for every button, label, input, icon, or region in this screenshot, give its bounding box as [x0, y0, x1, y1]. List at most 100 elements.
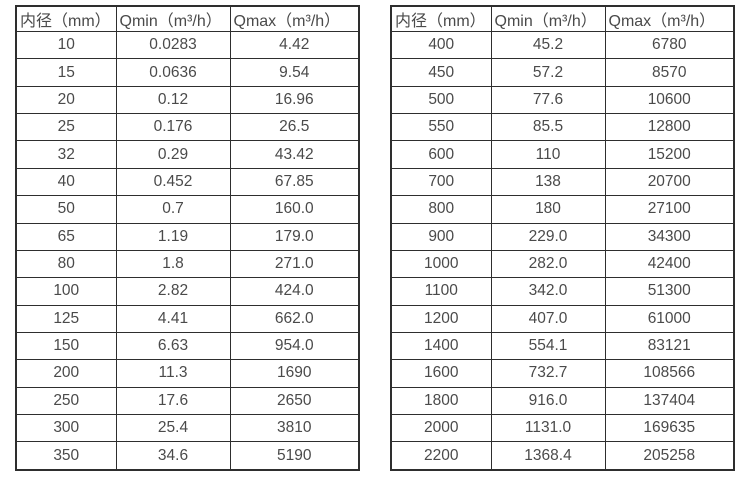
qmax-cell: 20700 [604, 167, 735, 197]
diameter-cell: 25 [15, 113, 117, 142]
diameter-cell: 1000 [390, 249, 492, 279]
qmin-cell: 2.82 [115, 277, 231, 306]
diameter-cell: 300 [15, 414, 117, 443]
qmin-cell: 407.0 [490, 304, 606, 333]
qmax-cell: 61000 [604, 304, 735, 333]
diameter-cell: 2200 [390, 441, 492, 471]
diameter-cell: 500 [390, 85, 492, 115]
qmin-cell: 0.0283 [115, 30, 231, 60]
qmax-cell: 3810 [229, 414, 360, 443]
qmin-cell: 916.0 [490, 386, 606, 416]
diameter-cell: 400 [390, 30, 492, 60]
diameter-cell: 550 [390, 113, 492, 142]
qmax-cell: 12800 [604, 113, 735, 142]
table-row: 800 180 27100 [390, 195, 735, 224]
table-row: 100 2.82 424.0 [15, 277, 360, 306]
table-row: 40 0.452 67.85 [15, 167, 360, 197]
header-diameter: 内径（mm） [15, 5, 117, 32]
table-row: 65 1.19 179.0 [15, 222, 360, 251]
flow-table-small-diameters: 内径（mm） Qmin（m³/h） Qmax（m³/h） 10 0.0283 4.42 15… [15, 5, 360, 471]
diameter-cell: 15 [15, 58, 117, 87]
header-qmin: Qmin（m³/h） [490, 5, 606, 32]
diameter-cell: 1400 [390, 331, 492, 361]
qmin-cell: 25.4 [115, 414, 231, 443]
table-row: 1200 407.0 61000 [390, 304, 735, 333]
qmin-cell: 0.176 [115, 113, 231, 142]
table-row: 32 0.29 43.42 [15, 140, 360, 169]
table-row: 2000 1131.0 169635 [390, 414, 735, 443]
diameter-cell: 1800 [390, 386, 492, 416]
qmax-cell: 27100 [604, 195, 735, 224]
qmax-cell: 42400 [604, 249, 735, 279]
qmax-cell: 5190 [229, 441, 360, 471]
diameter-cell: 600 [390, 140, 492, 169]
diameter-cell: 2000 [390, 414, 492, 443]
diameter-cell: 450 [390, 58, 492, 87]
table-row: 1100 342.0 51300 [390, 277, 735, 306]
flow-table-large-diameters: 内径（mm） Qmin（m³/h） Qmax（m³/h） 400 45.2 6780 450… [390, 5, 735, 471]
qmin-cell: 0.0636 [115, 58, 231, 87]
header-qmin: Qmin（m³/h） [115, 5, 231, 32]
table-row: 900 229.0 34300 [390, 222, 735, 251]
table-row: 700 138 20700 [390, 167, 735, 197]
qmax-cell: 34300 [604, 222, 735, 251]
diameter-cell: 100 [15, 277, 117, 306]
table-row: 80 1.8 271.0 [15, 249, 360, 279]
table-row: 550 85.5 12800 [390, 113, 735, 142]
diameter-cell: 1600 [390, 359, 492, 388]
qmax-cell: 43.42 [229, 140, 360, 169]
diameter-cell: 125 [15, 304, 117, 333]
qmin-cell: 0.7 [115, 195, 231, 224]
diameter-cell: 350 [15, 441, 117, 471]
qmin-cell: 110 [490, 140, 606, 169]
table-row: 600 110 15200 [390, 140, 735, 169]
qmax-cell: 160.0 [229, 195, 360, 224]
table-row: 1400 554.1 83121 [390, 331, 735, 361]
qmax-cell: 15200 [604, 140, 735, 169]
diameter-cell: 1100 [390, 277, 492, 306]
diameter-cell: 200 [15, 359, 117, 388]
table-row: 1800 916.0 137404 [390, 386, 735, 416]
header-row: 内径（mm） Qmin（m³/h） Qmax（m³/h） [390, 5, 735, 32]
qmax-cell: 2650 [229, 386, 360, 416]
diameter-cell: 700 [390, 167, 492, 197]
qmin-cell: 0.12 [115, 85, 231, 115]
qmax-cell: 67.85 [229, 167, 360, 197]
table-row: 200 11.3 1690 [15, 359, 360, 388]
qmin-cell: 732.7 [490, 359, 606, 388]
qmax-cell: 954.0 [229, 331, 360, 361]
qmax-cell: 205258 [604, 441, 735, 471]
qmax-cell: 6780 [604, 30, 735, 60]
qmin-cell: 57.2 [490, 58, 606, 87]
qmax-cell: 137404 [604, 386, 735, 416]
qmin-cell: 0.29 [115, 140, 231, 169]
qmin-cell: 1131.0 [490, 414, 606, 443]
table-row: 400 45.2 6780 [390, 30, 735, 60]
qmax-cell: 271.0 [229, 249, 360, 279]
qmax-cell: 16.96 [229, 85, 360, 115]
diameter-cell: 1200 [390, 304, 492, 333]
qmin-cell: 77.6 [490, 85, 606, 115]
qmax-cell: 10600 [604, 85, 735, 115]
qmax-cell: 424.0 [229, 277, 360, 306]
qmax-cell: 169635 [604, 414, 735, 443]
qmax-cell: 1690 [229, 359, 360, 388]
diameter-cell: 150 [15, 331, 117, 361]
qmin-cell: 0.452 [115, 167, 231, 197]
qmin-cell: 85.5 [490, 113, 606, 142]
qmax-cell: 8570 [604, 58, 735, 87]
header-qmax: Qmax（m³/h） [604, 5, 735, 32]
table-row: 150 6.63 954.0 [15, 331, 360, 361]
qmin-cell: 11.3 [115, 359, 231, 388]
qmax-cell: 51300 [604, 277, 735, 306]
qmax-cell: 662.0 [229, 304, 360, 333]
table-row: 1600 732.7 108566 [390, 359, 735, 388]
diameter-cell: 65 [15, 222, 117, 251]
qmin-cell: 1.19 [115, 222, 231, 251]
qmin-cell: 138 [490, 167, 606, 197]
diameter-cell: 10 [15, 30, 117, 60]
header-diameter: 内径（mm） [390, 5, 492, 32]
table-row: 250 17.6 2650 [15, 386, 360, 416]
diameter-cell: 250 [15, 386, 117, 416]
